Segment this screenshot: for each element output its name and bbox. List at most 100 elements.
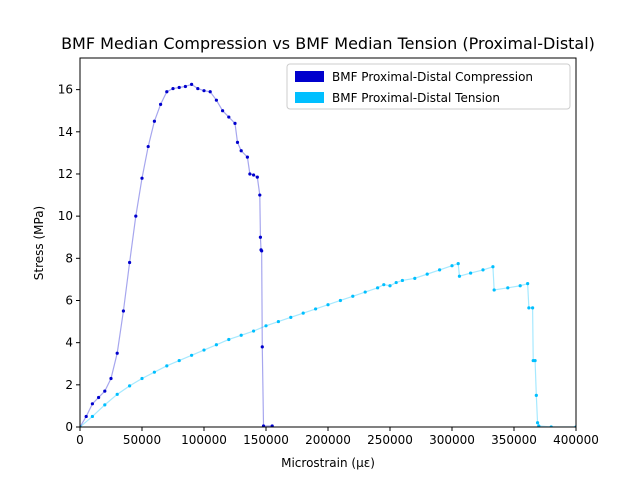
series-2-point bbox=[338, 298, 342, 303]
series-2-point bbox=[533, 358, 537, 363]
series-2-point bbox=[388, 284, 392, 288]
series-1-point bbox=[260, 345, 264, 349]
series-2-point bbox=[115, 392, 119, 396]
legend-label: BMF Proximal-Distal Tension bbox=[332, 91, 500, 105]
y-tick-label: 10 bbox=[58, 209, 73, 223]
y-tick-label: 16 bbox=[58, 83, 73, 97]
x-tick-label: 200000 bbox=[305, 433, 351, 447]
series-1-point bbox=[258, 193, 262, 197]
series-2-point bbox=[382, 283, 386, 287]
axis-ticks: 0 50000 100000 150000 200000 250000 300000 3500… bbox=[58, 83, 599, 447]
series-1-point bbox=[261, 424, 266, 427]
series-2-point bbox=[227, 337, 231, 342]
series-2-point bbox=[450, 264, 454, 268]
series-1-point bbox=[255, 175, 259, 179]
y-axis-label: Stress (MPa) bbox=[32, 206, 46, 280]
series-2-point bbox=[481, 268, 485, 272]
y-tick-label: 14 bbox=[58, 125, 73, 139]
series-1-point bbox=[270, 424, 274, 427]
series-1-point bbox=[227, 115, 231, 119]
y-tick-label: 4 bbox=[65, 336, 73, 350]
series-2-point bbox=[351, 294, 355, 298]
series-2-point bbox=[301, 311, 305, 315]
series-2-point bbox=[506, 286, 510, 290]
series-2-point bbox=[537, 424, 541, 427]
series-2-point bbox=[438, 268, 442, 272]
series-2-point bbox=[140, 376, 144, 381]
y-tick-label: 6 bbox=[65, 293, 73, 307]
series-1-point bbox=[183, 84, 187, 89]
series-1-point bbox=[84, 414, 88, 419]
series-2-point bbox=[152, 370, 156, 374]
series-1-line bbox=[80, 83, 273, 427]
series-1-point bbox=[115, 351, 119, 355]
series-2-point bbox=[239, 333, 243, 337]
series-1-point bbox=[190, 82, 194, 86]
x-tick-label: 150000 bbox=[243, 433, 289, 447]
series-1-group bbox=[80, 82, 274, 427]
y-tick-label: 2 bbox=[65, 378, 73, 392]
series-2-point bbox=[491, 265, 495, 269]
series-2-point bbox=[469, 271, 473, 275]
y-tick-label: 8 bbox=[65, 251, 73, 265]
series-2-point bbox=[314, 307, 318, 311]
x-axis-label: Microstrain (με) bbox=[281, 456, 375, 470]
series-1-point bbox=[159, 102, 163, 106]
series-2-point bbox=[363, 290, 367, 294]
series-2-point bbox=[190, 353, 194, 357]
series-2-point bbox=[289, 315, 293, 319]
series-2-point bbox=[103, 403, 107, 407]
series-2-point bbox=[326, 303, 330, 307]
series-2-point bbox=[518, 284, 522, 288]
series-2-point bbox=[276, 319, 280, 324]
series-2-point bbox=[252, 329, 256, 333]
series-1-point bbox=[146, 144, 150, 149]
series-2-point bbox=[526, 282, 530, 286]
series-2-point bbox=[394, 280, 398, 285]
series-1-point bbox=[165, 90, 169, 94]
series-1-point bbox=[245, 155, 249, 159]
plot-area bbox=[79, 57, 577, 428]
series-1-point bbox=[239, 149, 243, 153]
series-1-point bbox=[177, 85, 181, 90]
series-2-point bbox=[531, 306, 535, 310]
series-1-point bbox=[103, 389, 107, 393]
series-2-point bbox=[535, 421, 540, 425]
series-1-point bbox=[202, 89, 206, 93]
series-1-point bbox=[121, 309, 125, 313]
series-1-point bbox=[97, 395, 101, 400]
series-1-point bbox=[109, 376, 113, 381]
chart-title: BMF Median Compression vs BMF Median Ten… bbox=[61, 34, 595, 53]
series-2-point bbox=[128, 384, 132, 388]
series-1-point bbox=[235, 140, 240, 144]
series-1-point bbox=[140, 176, 144, 180]
series-1-point bbox=[171, 86, 175, 91]
series-2-line bbox=[80, 262, 576, 427]
series-2-point bbox=[90, 414, 94, 419]
series-1-point bbox=[128, 260, 132, 265]
series-2-point bbox=[264, 324, 268, 328]
series-2-group bbox=[80, 261, 576, 427]
legend-box bbox=[286, 63, 571, 110]
series-2-point bbox=[214, 343, 218, 347]
legend-label: BMF Proximal-Distal Compression bbox=[332, 70, 533, 84]
series-2-point bbox=[376, 286, 380, 290]
series-2-point bbox=[400, 278, 404, 283]
x-tick-label: 300000 bbox=[429, 433, 475, 447]
legend-swatch bbox=[295, 92, 324, 103]
series-2-point bbox=[457, 274, 462, 278]
series-1-point bbox=[196, 86, 200, 91]
x-tick-label: 350000 bbox=[491, 433, 537, 447]
series-2-point bbox=[527, 306, 531, 310]
series-2-point bbox=[534, 393, 538, 397]
legend-swatch bbox=[295, 71, 324, 82]
series-2-point bbox=[492, 288, 496, 292]
series-1-point bbox=[248, 172, 252, 176]
series-2-point bbox=[413, 276, 417, 280]
series-1-point bbox=[252, 173, 256, 177]
series-1-point bbox=[152, 119, 156, 123]
x-tick-label: 50000 bbox=[123, 433, 161, 447]
x-tick-label: 250000 bbox=[367, 433, 413, 447]
